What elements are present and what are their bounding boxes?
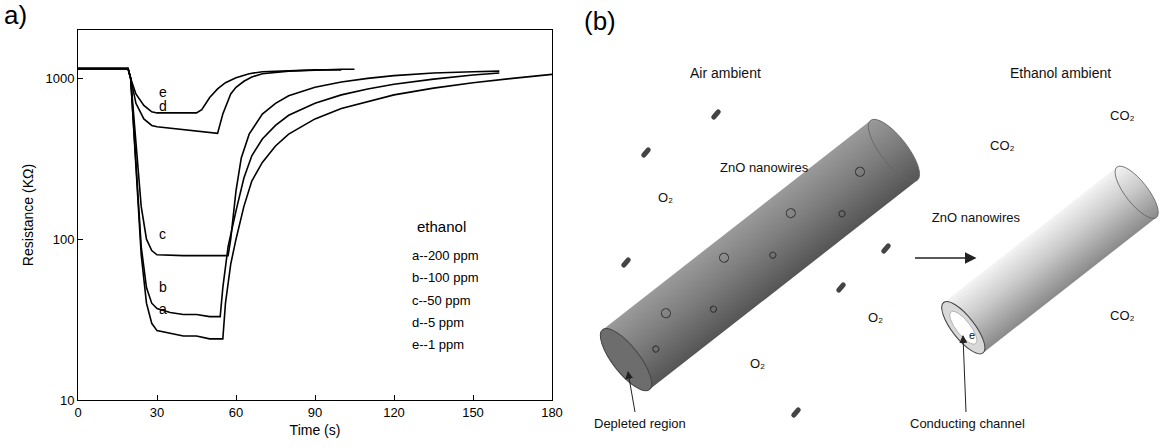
svg-text:ZnO nanowires: ZnO nanowires — [932, 210, 1021, 225]
svg-text:O₂: O₂ — [750, 356, 765, 371]
html-text:a): a) — [4, 0, 28, 30]
svg-text:b: b — [159, 279, 167, 295]
svg-text:ZnO nanowires: ZnO nanowires — [720, 160, 809, 175]
svg-text:(b): (b) — [584, 6, 616, 36]
svg-text:b--100 ppm: b--100 ppm — [412, 270, 478, 285]
svg-text:120: 120 — [383, 405, 405, 420]
svg-text:d: d — [159, 98, 167, 114]
svg-text:e--1 ppm: e--1 ppm — [412, 337, 464, 352]
svg-text:10: 10 — [60, 393, 74, 408]
svg-text:O₂: O₂ — [868, 310, 883, 325]
svg-text:e: e — [969, 329, 975, 341]
svg-text:90: 90 — [308, 405, 322, 420]
svg-text:e: e — [159, 84, 167, 100]
svg-text:a: a — [159, 301, 167, 317]
svg-text:c--50 ppm: c--50 ppm — [412, 293, 471, 308]
svg-text:1000: 1000 — [45, 71, 74, 86]
svg-text:180: 180 — [541, 405, 563, 420]
svg-text:0: 0 — [74, 405, 81, 420]
svg-text:100: 100 — [53, 232, 75, 247]
svg-text:CO₂: CO₂ — [1110, 308, 1135, 323]
svg-text:O₂: O₂ — [658, 190, 673, 205]
svg-text:Air ambient: Air ambient — [690, 65, 761, 81]
svg-text:Conducting channel: Conducting channel — [910, 416, 1025, 431]
svg-text:CO₂: CO₂ — [1110, 108, 1135, 123]
svg-text:Time (s): Time (s) — [290, 422, 341, 438]
svg-text:Ethanol ambient: Ethanol ambient — [1010, 65, 1111, 81]
svg-text:Resistance (KΩ): Resistance (KΩ) — [20, 164, 36, 266]
svg-text:a--200 ppm: a--200 ppm — [412, 248, 478, 263]
svg-text:150: 150 — [462, 405, 484, 420]
svg-text:CO₂: CO₂ — [990, 138, 1015, 153]
svg-text:ethanol: ethanol — [417, 218, 466, 235]
svg-text:d--5 ppm: d--5 ppm — [412, 315, 464, 330]
svg-text:30: 30 — [150, 405, 164, 420]
svg-text:Depleted region: Depleted region — [594, 416, 686, 431]
svg-text:60: 60 — [229, 405, 243, 420]
svg-text:c: c — [159, 226, 166, 242]
